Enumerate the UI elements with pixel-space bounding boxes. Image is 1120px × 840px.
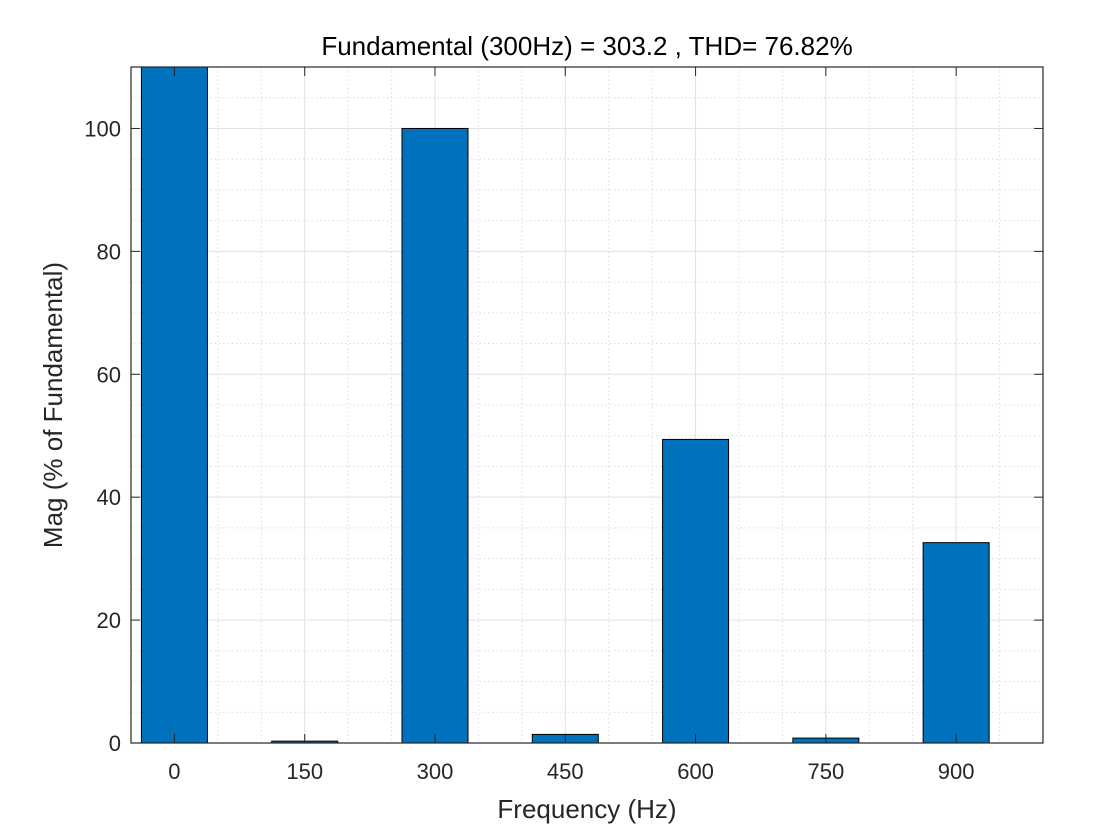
x-tick-label: 450 (547, 759, 584, 784)
x-tick-label: 150 (286, 759, 323, 784)
y-tick-label: 60 (97, 362, 121, 387)
bar-600 (662, 438, 730, 744)
y-tick-label: 80 (97, 239, 121, 264)
x-tick-label: 900 (938, 759, 975, 784)
grid (131, 67, 1043, 744)
x-axis-label: Frequency (Hz) (497, 794, 676, 824)
x-tick-label: 300 (417, 759, 454, 784)
x-tick-label: 600 (677, 759, 714, 784)
bar-900 (922, 542, 990, 744)
x-tick-label: 750 (807, 759, 844, 784)
y-tick-label: 0 (109, 731, 121, 756)
bar-300 (401, 127, 469, 744)
x-tick-label: 0 (168, 759, 180, 784)
ticks: 0 150 300 450 600 750 900 0 20 40 60 80 100 (84, 67, 1043, 784)
chart-title: Fundamental (300Hz) = 303.2 , THD= 76.82… (321, 31, 852, 61)
y-axis-label: Mag (% of Fundamental) (38, 262, 68, 548)
y-tick-label: 40 (97, 485, 121, 510)
bars (140, 66, 990, 744)
y-tick-label: 20 (97, 608, 121, 633)
bar-0 (140, 66, 208, 744)
axes-box (130, 66, 1044, 744)
y-tick-label: 100 (84, 116, 121, 141)
